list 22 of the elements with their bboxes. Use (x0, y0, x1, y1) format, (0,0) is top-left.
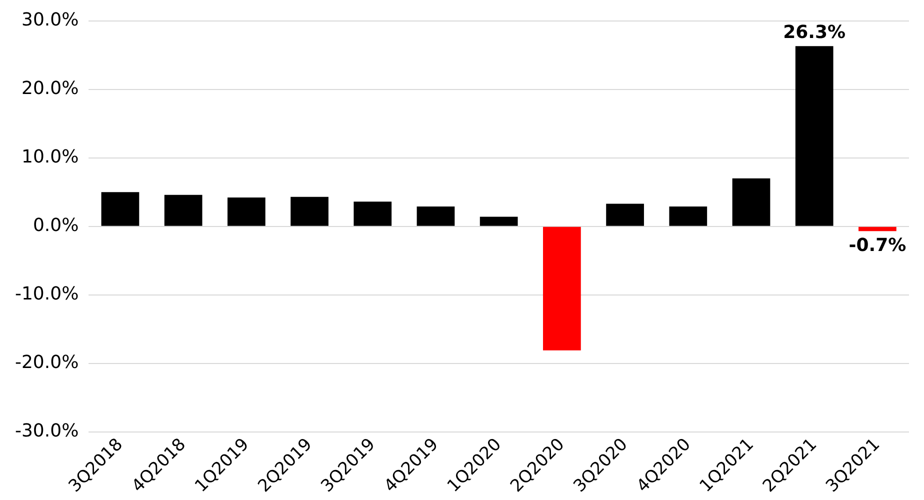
bar (101, 192, 140, 226)
data-label: 26.3% (783, 22, 846, 43)
y-tick-label: -10.0% (14, 284, 79, 305)
bar (543, 226, 581, 350)
bar (480, 216, 518, 226)
bar (606, 204, 644, 226)
bar (354, 202, 392, 226)
bar (290, 196, 328, 226)
bar (732, 178, 770, 226)
y-tick-label: 20.0% (21, 78, 79, 99)
y-tick-label: -30.0% (14, 420, 79, 442)
bar (164, 194, 202, 226)
data-label: -0.7% (848, 234, 906, 256)
bar (858, 226, 896, 232)
y-tick-label: 30.0% (21, 9, 79, 30)
y-tick-label: 0.0% (32, 215, 79, 236)
bar (669, 206, 708, 226)
bar (416, 206, 455, 226)
bar (228, 198, 266, 226)
y-tick-label: -20.0% (14, 352, 79, 374)
bar (795, 46, 834, 226)
y-tick-label: 10.0% (21, 146, 79, 168)
